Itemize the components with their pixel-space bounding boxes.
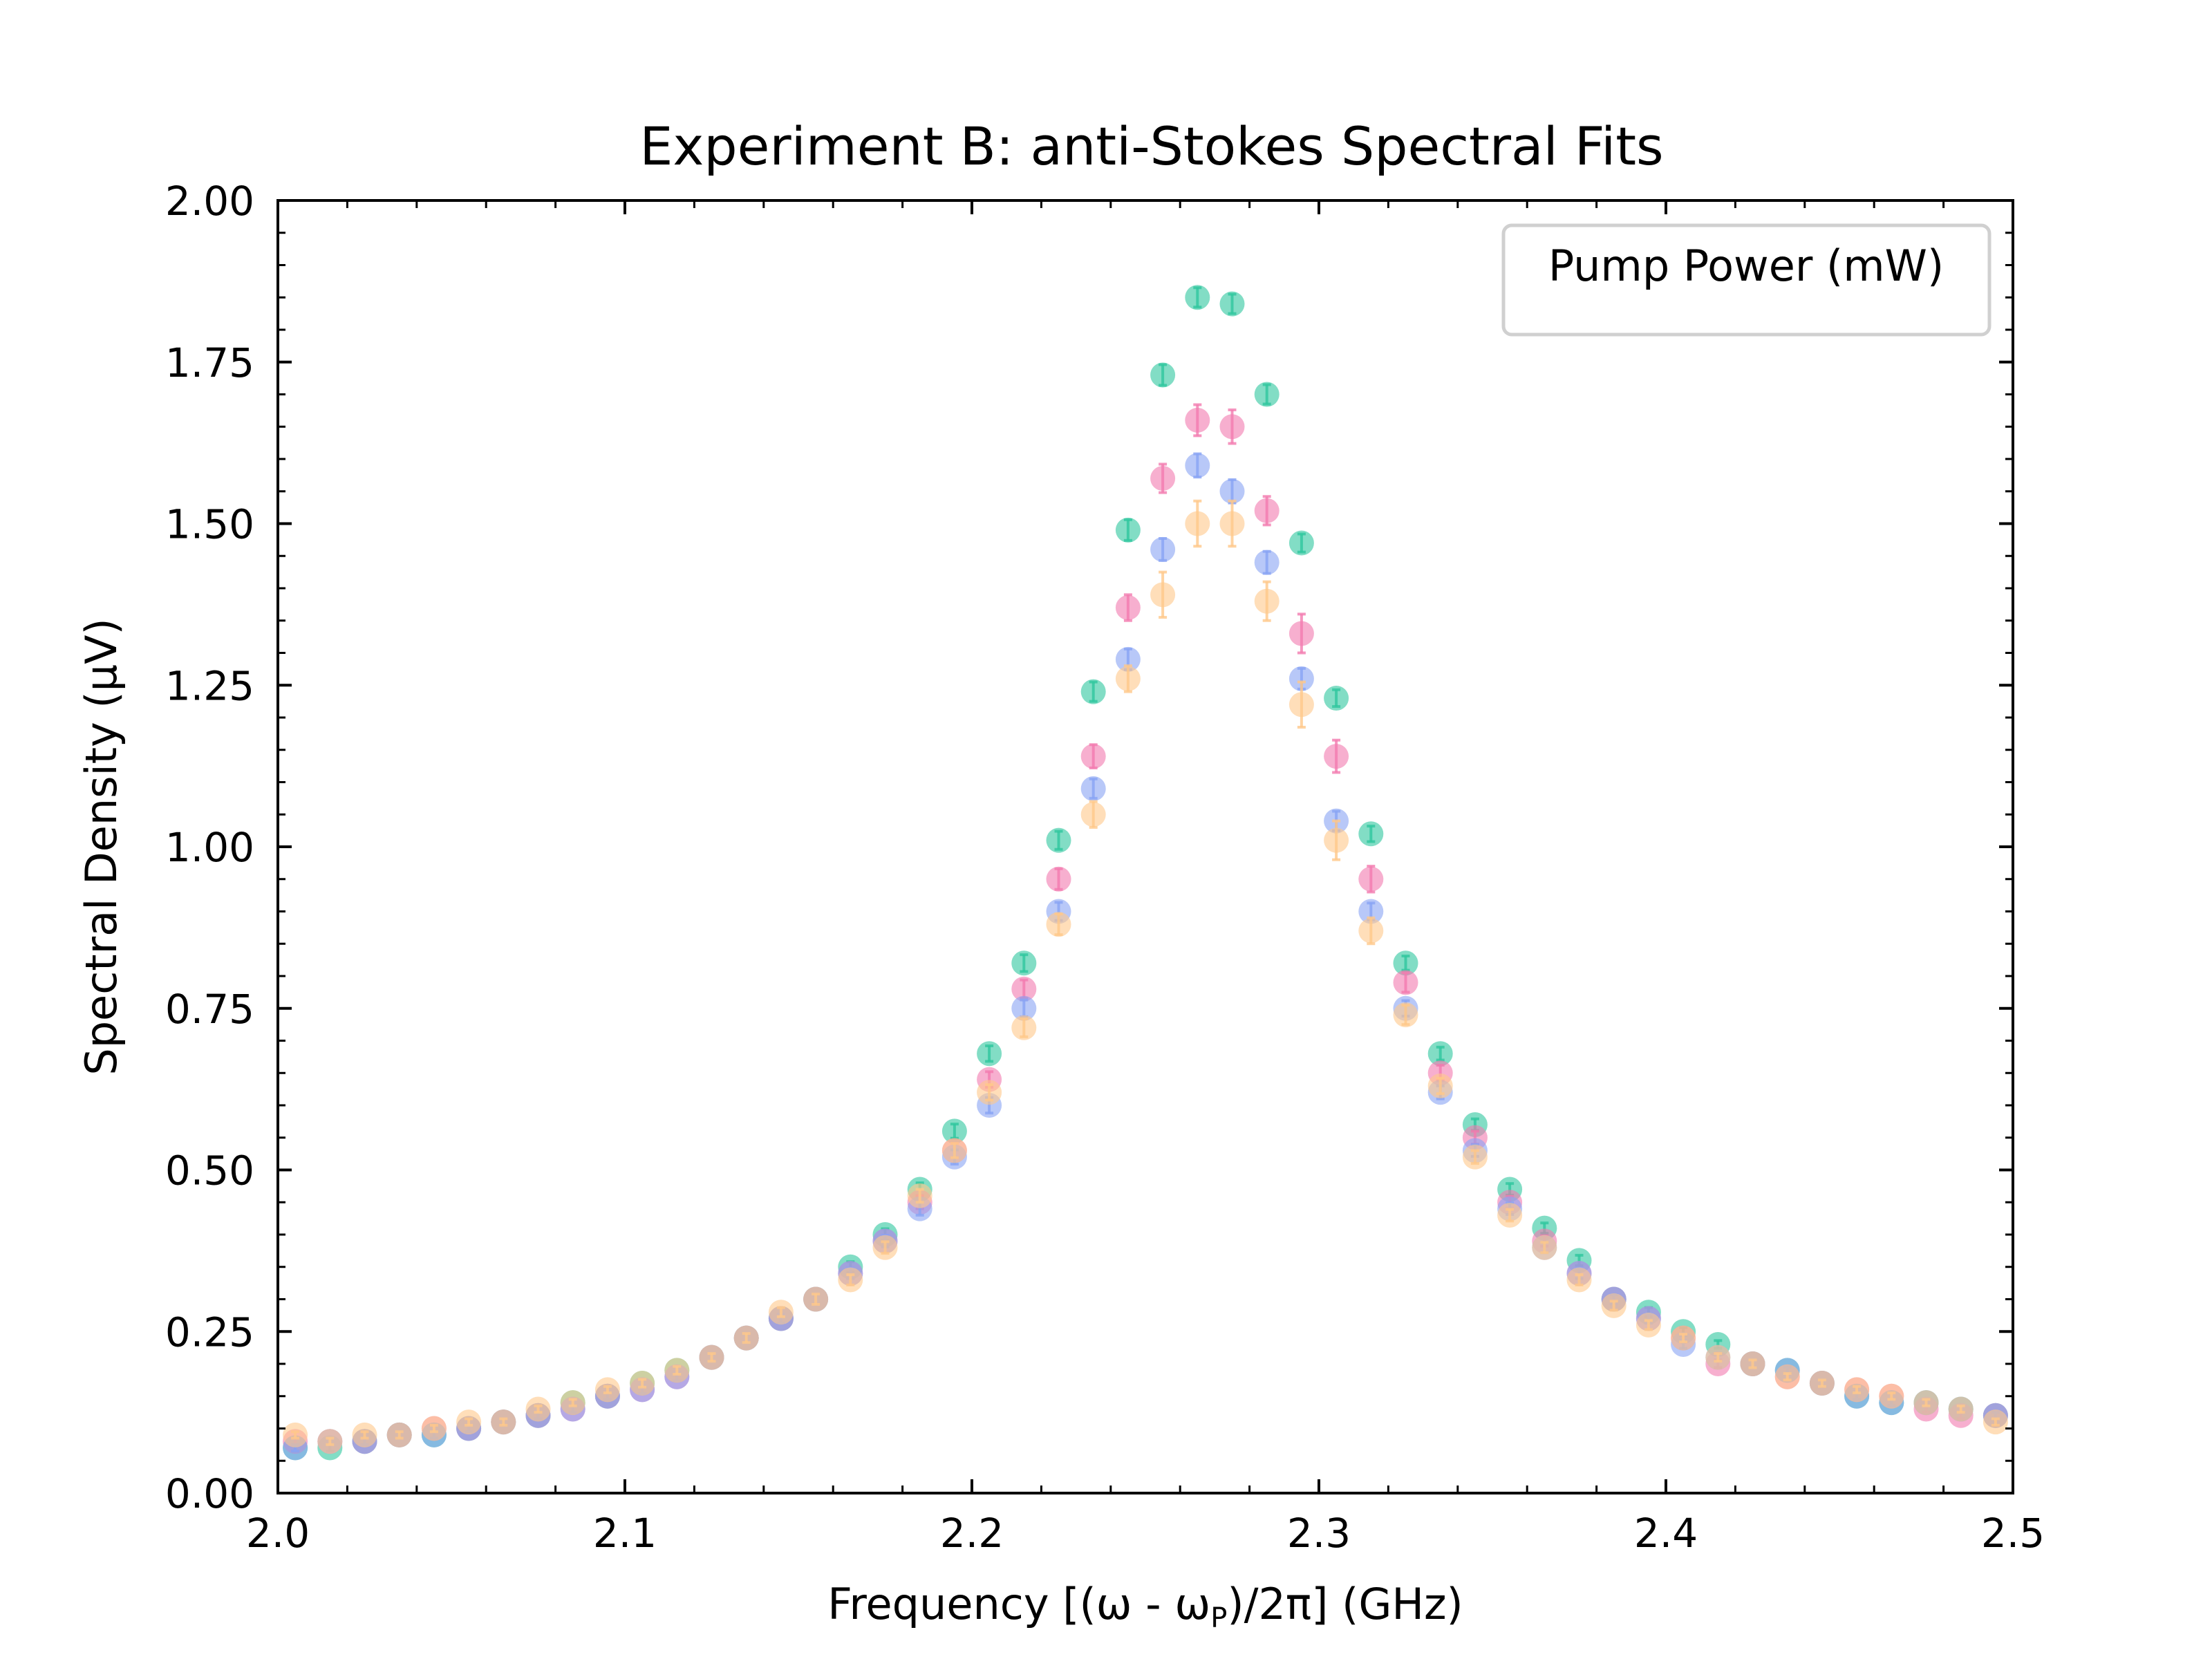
y-tick-label: 1.75 [165,339,254,386]
chart-title: Experiment B: anti-Stokes Spectral Fits [639,115,1663,177]
y-tick-label: 2.00 [165,178,254,225]
y-axis-label: Spectral Density (μV) [76,618,126,1075]
points-layer [283,285,2008,1461]
x-tick-label: 2.1 [593,1510,657,1557]
x-axis-label: Frequency [(ω - ωP)/2π] (GHz) [827,1579,1463,1634]
x-tick-label: 2.5 [1981,1510,2045,1557]
x-tick-label: 2.4 [1634,1510,1698,1557]
series-3 [283,499,2008,1454]
y-tick-label: 0.50 [165,1147,254,1194]
y-tick-label: 1.00 [165,824,254,871]
y-tick-label: 0.75 [165,986,254,1033]
x-tick-label: 2.0 [246,1510,310,1557]
y-tick-label: 0.25 [165,1309,254,1356]
legend: Pump Power (mW) [1501,223,1991,337]
y-tick-label: 0.00 [165,1470,254,1517]
x-tick-label: 2.3 [1287,1510,1351,1557]
y-tick-label: 1.25 [165,662,254,709]
ticks-layer: 2.0 2.1 2.2 2.3 2.4 2.5 0.00 0.25 0.50 0.75 1.00 1.… [165,178,2045,1557]
y-tick-label: 1.50 [165,501,254,548]
legend-box [1501,223,1991,337]
x-tick-label: 2.2 [940,1510,1004,1557]
legend-title: Pump Power (mW) [1548,241,1944,291]
